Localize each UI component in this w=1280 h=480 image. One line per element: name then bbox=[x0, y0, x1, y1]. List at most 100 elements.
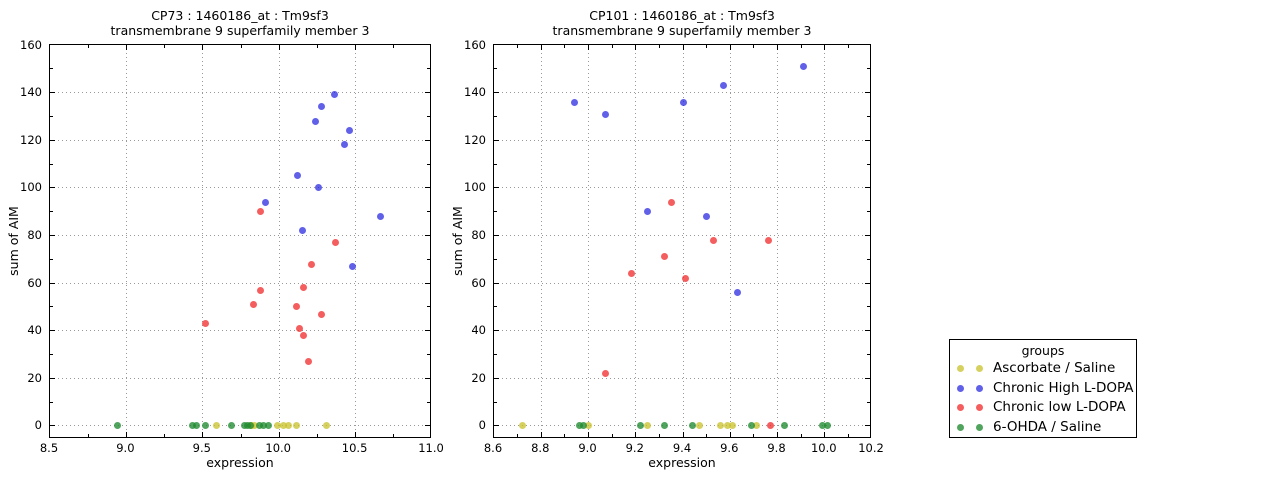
y-minor-tick bbox=[494, 115, 497, 117]
y-tick-mark bbox=[865, 282, 870, 284]
x-minor-tick bbox=[658, 45, 660, 48]
plot-title: CP101 : 1460186_at : Tm9sf3 transmembran… bbox=[493, 8, 871, 38]
point-ascorbate-saline bbox=[729, 422, 737, 430]
point-ascorbate-saline bbox=[213, 422, 221, 430]
point-chronic-high-l-dopa bbox=[703, 212, 711, 220]
y-tick-mark bbox=[865, 234, 870, 236]
point-ascorbate-saline bbox=[752, 422, 760, 430]
y-tick-label: 20 bbox=[27, 370, 42, 385]
plot-title-line1: CP73 : 1460186_at : Tm9sf3 bbox=[151, 8, 329, 23]
gridline-y bbox=[494, 187, 870, 189]
point-6-ohda-saline bbox=[202, 422, 210, 430]
y-minor-tick bbox=[867, 258, 870, 260]
gridline-x bbox=[125, 45, 127, 437]
legend-entry-6-ohda-saline: 6-OHDA / Saline bbox=[950, 417, 1136, 437]
x-minor-tick bbox=[517, 434, 519, 437]
x-tick-mark bbox=[824, 432, 826, 437]
x-tick-mark bbox=[588, 432, 589, 437]
y-tick-label: 80 bbox=[27, 227, 42, 242]
x-tick-label: 10.2 bbox=[858, 441, 884, 455]
y-tick-mark bbox=[50, 92, 55, 94]
y-minor-tick bbox=[867, 401, 870, 403]
point-chronic-high-l-dopa bbox=[679, 98, 687, 106]
gridline-x bbox=[202, 45, 204, 437]
point-6-ohda-saline bbox=[228, 422, 236, 430]
point-6-ohda-saline bbox=[188, 422, 196, 430]
y-tick-mark bbox=[494, 234, 499, 236]
point-chronic-low-l-dopa bbox=[332, 239, 340, 247]
legend-marker-6-ohda-saline bbox=[957, 423, 964, 431]
point-6-ohda-saline bbox=[781, 422, 789, 430]
x-tick-label: 9.0 bbox=[116, 441, 135, 455]
x-minor-tick bbox=[164, 434, 166, 437]
point-6-ohda-saline bbox=[113, 422, 121, 430]
y-tick-mark bbox=[494, 139, 499, 141]
y-minor-tick bbox=[494, 68, 497, 70]
y-minor-tick bbox=[867, 68, 870, 70]
point-ascorbate-saline bbox=[292, 422, 300, 430]
x-tick-mark bbox=[125, 45, 127, 50]
point-chronic-high-l-dopa bbox=[644, 208, 652, 216]
y-tick-mark bbox=[50, 282, 55, 284]
point-6-ohda-saline bbox=[575, 422, 583, 430]
legend-marker-ascorbate-saline bbox=[957, 365, 964, 372]
x-minor-tick bbox=[611, 45, 613, 48]
y-minor-tick bbox=[50, 401, 53, 403]
x-tick-mark bbox=[355, 45, 357, 50]
y-minor-tick bbox=[427, 353, 430, 355]
legend-entry-chronic-high-l-dopa: Chronic High L-DOPA bbox=[950, 378, 1136, 398]
x-tick-mark bbox=[278, 432, 280, 437]
x-minor-tick bbox=[87, 45, 89, 48]
point-6-ohda-saline bbox=[260, 422, 268, 430]
y-minor-tick bbox=[867, 353, 870, 355]
x-minor-tick bbox=[847, 434, 849, 437]
x-minor-tick bbox=[393, 45, 395, 48]
point-6-ohda-saline bbox=[636, 422, 644, 430]
y-tick-mark bbox=[425, 92, 430, 94]
point-6-ohda-saline bbox=[660, 422, 668, 430]
y-minor-tick bbox=[494, 401, 497, 403]
x-minor-tick bbox=[564, 434, 566, 437]
point-6-ohda-saline bbox=[748, 422, 755, 430]
x-minor-tick bbox=[564, 45, 566, 48]
legend-label: Ascorbate / Saline bbox=[993, 360, 1116, 376]
y-tick-mark bbox=[50, 139, 55, 141]
point-chronic-high-l-dopa bbox=[570, 98, 578, 106]
legend-marker-6-ohda-saline bbox=[976, 423, 983, 431]
x-tick-mark bbox=[125, 432, 127, 437]
point-chronic-low-l-dopa bbox=[300, 284, 308, 292]
plot-title-line1: CP101 : 1460186_at : Tm9sf3 bbox=[589, 8, 775, 23]
y-minor-tick bbox=[427, 401, 430, 403]
y-tick-label: 140 bbox=[20, 85, 42, 100]
y-tick-mark bbox=[425, 330, 430, 332]
x-tick-mark bbox=[635, 432, 637, 437]
y-tick-label: 40 bbox=[471, 323, 486, 338]
legend-marker-chronic-low-l-dopa bbox=[976, 404, 983, 411]
y-tick-mark bbox=[425, 234, 430, 236]
y-minor-tick bbox=[494, 306, 497, 308]
legend-entries: Ascorbate / Saline Chronic High L-DOPA Chr… bbox=[950, 358, 1136, 436]
y-minor-tick bbox=[427, 306, 430, 308]
y-minor-tick bbox=[50, 68, 53, 70]
x-minor-tick bbox=[240, 434, 242, 437]
legend-entry-chronic-low-l-dopa: Chronic low L-DOPA bbox=[950, 397, 1136, 417]
x-minor-tick bbox=[753, 45, 755, 48]
y-tick-mark bbox=[865, 139, 870, 141]
x-tick-mark bbox=[777, 45, 778, 50]
y-tick-label: 120 bbox=[464, 132, 486, 147]
x-minor-tick bbox=[753, 434, 755, 437]
gridline-y bbox=[50, 377, 430, 379]
x-axis-label: expression bbox=[206, 455, 274, 470]
y-tick-mark bbox=[494, 282, 499, 284]
y-minor-tick bbox=[867, 211, 870, 213]
y-tick-label: 20 bbox=[471, 370, 486, 385]
x-tick-mark bbox=[278, 45, 280, 50]
x-tick-mark bbox=[202, 432, 204, 437]
x-minor-tick bbox=[316, 434, 318, 437]
point-chronic-low-l-dopa bbox=[249, 300, 257, 308]
point-chronic-low-l-dopa bbox=[667, 198, 675, 206]
point-chronic-high-l-dopa bbox=[733, 289, 741, 297]
point-ascorbate-saline bbox=[724, 422, 732, 430]
y-minor-tick bbox=[50, 163, 53, 165]
